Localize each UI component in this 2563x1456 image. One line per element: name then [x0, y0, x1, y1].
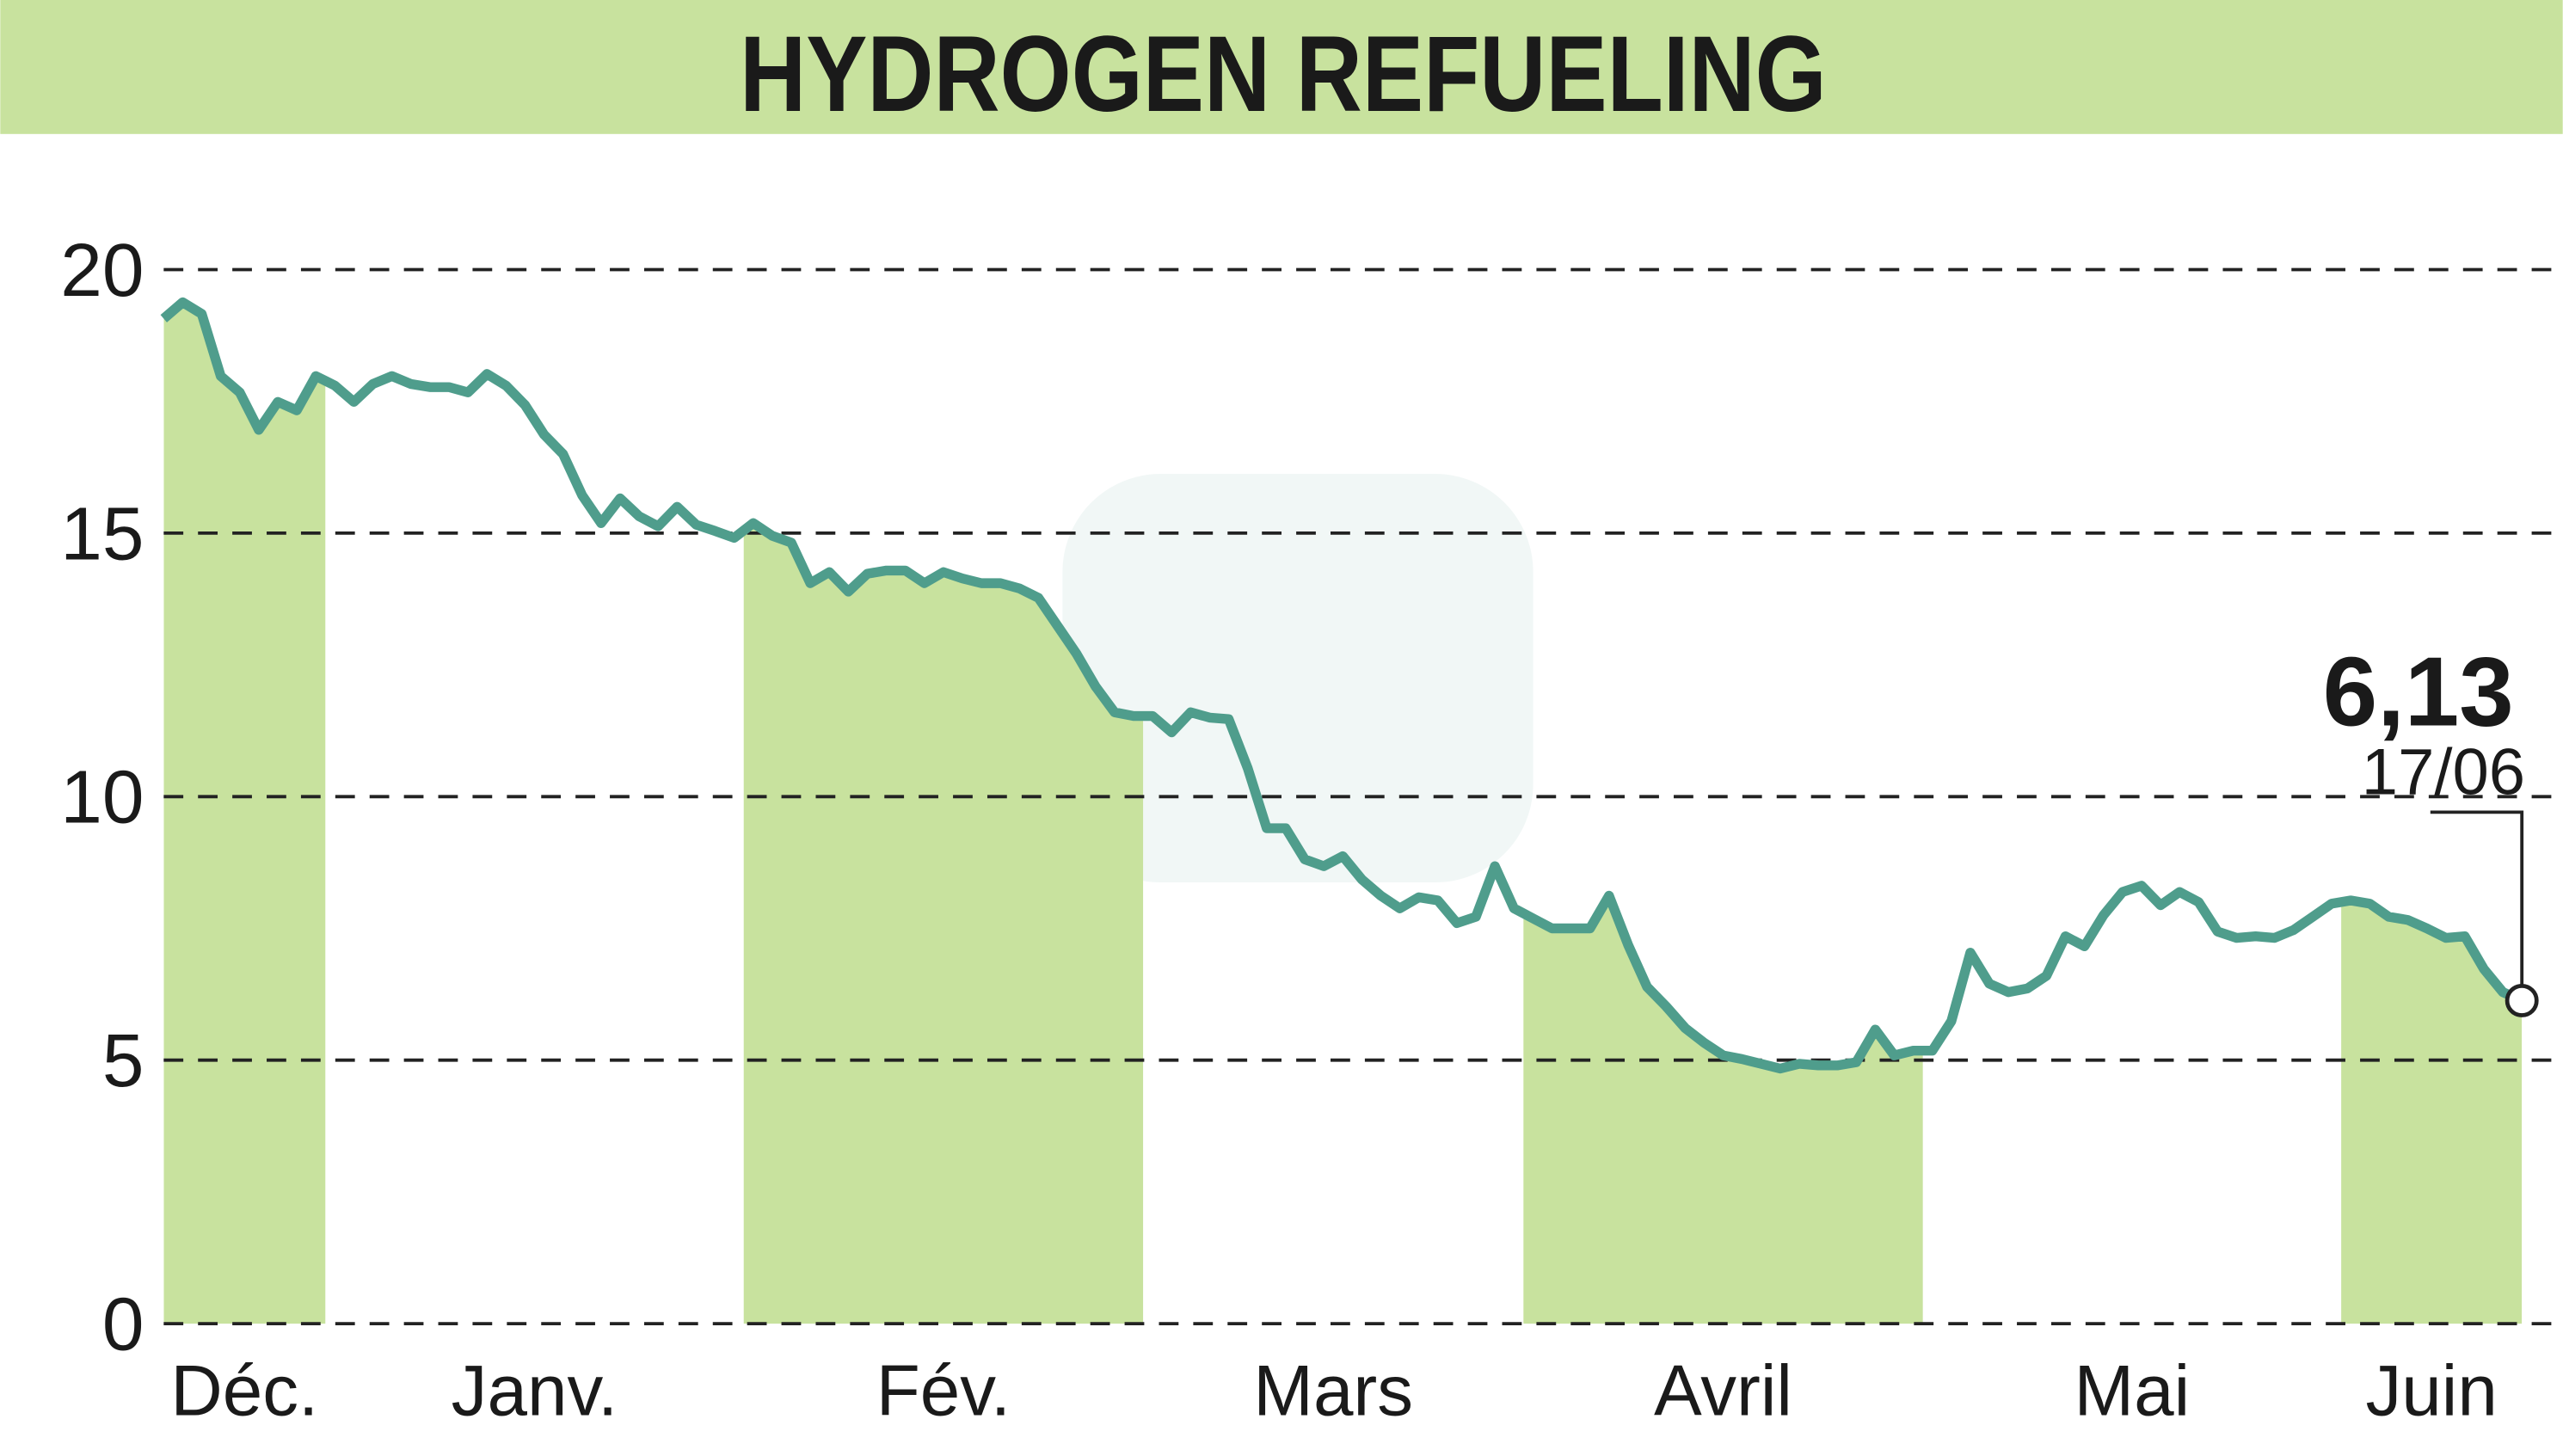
y-tick-label: 20 [60, 228, 144, 312]
x-tick-label: Avril [1654, 1349, 1792, 1430]
last-value-label: 6,13 [2323, 638, 2514, 747]
x-tick-label: Juin [2365, 1349, 2497, 1430]
last-point [2505, 983, 2539, 1017]
y-tick-label: 10 [60, 755, 144, 839]
x-tick-label: Mars [1253, 1349, 1413, 1430]
x-tick-label: Janv. [452, 1349, 618, 1430]
leader [2430, 810, 2524, 1001]
x-tick-label: Déc. [170, 1349, 318, 1430]
y-tick-label: 5 [102, 1018, 144, 1103]
x-tick-label: Fév. [876, 1349, 1011, 1430]
last-date: 17/06 [2362, 735, 2525, 808]
y-tick-label: 0 [102, 1281, 144, 1366]
y-tick-label: 15 [60, 491, 144, 575]
line [160, 297, 2524, 1074]
chart-title: HYDROGEN REFUELING [740, 13, 1827, 134]
watermark [1062, 474, 1533, 883]
title-band [0, 0, 2563, 134]
x-tick-label: Mai [2074, 1349, 2191, 1430]
